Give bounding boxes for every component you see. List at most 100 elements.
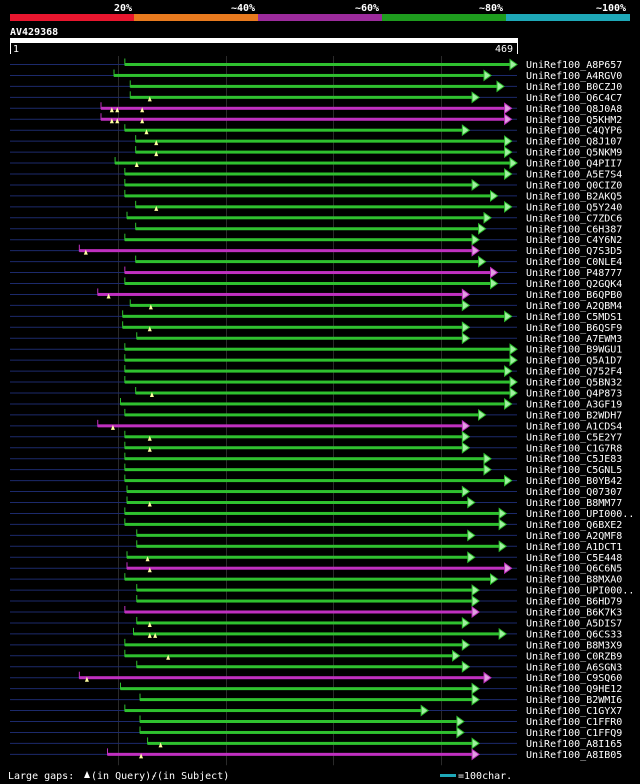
hit-row[interactable]: UniRef100_Q07307 xyxy=(10,485,622,499)
hit-label[interactable]: UniRef100_A5DIS7 xyxy=(526,618,622,629)
hit-row[interactable]: UniRef100_B2AKQ5 xyxy=(10,189,622,203)
hit-label[interactable]: UniRef100_C5E2Y7 xyxy=(526,432,622,443)
hit-row[interactable]: UniRef100_C5E2Y7 xyxy=(10,430,622,444)
hit-row[interactable]: UniRef100_B6QPB0 xyxy=(10,288,622,301)
hit-row[interactable]: UniRef100_B8MM77 xyxy=(10,496,622,510)
hit-label[interactable]: UniRef100_C5E448 xyxy=(526,553,622,564)
hit-label[interactable]: UniRef100_A1CDS4 xyxy=(526,421,622,432)
hit-label[interactable]: UniRef100_B2WMI6 xyxy=(526,695,622,706)
hit-row[interactable]: UniRef100_UPI000.. xyxy=(10,584,634,597)
hit-label[interactable]: UniRef100_B8M3X9 xyxy=(526,640,622,651)
hit-label[interactable]: UniRef100_C1GYX7 xyxy=(526,706,622,717)
hit-row[interactable]: UniRef100_A1CDS4 xyxy=(10,419,622,433)
hit-label[interactable]: UniRef100_B2WDH7 xyxy=(526,410,622,421)
hit-label[interactable]: UniRef100_C5GNL5 xyxy=(526,465,622,476)
hit-label[interactable]: UniRef100_Q6CS33 xyxy=(526,629,622,640)
hit-row[interactable]: UniRef100_B2WMI6 xyxy=(10,693,622,707)
hit-label[interactable]: UniRef100_B2AKQ5 xyxy=(526,191,622,202)
hit-row[interactable]: UniRef100_Q0CIZ0 xyxy=(10,178,622,192)
hit-label[interactable]: UniRef100_C6H387 xyxy=(526,224,622,235)
hit-row[interactable]: UniRef100_C1G7R8 xyxy=(10,441,622,455)
hit-row[interactable]: UniRef100_C4QYP6 xyxy=(10,124,622,137)
hit-label[interactable]: UniRef100_A3GF19 xyxy=(526,399,622,410)
hit-row[interactable]: UniRef100_A6SGN3 xyxy=(10,660,622,674)
hit-row[interactable]: UniRef100_Q6CS33 xyxy=(10,627,622,641)
hit-label[interactable]: UniRef100_B8MM77 xyxy=(526,498,622,509)
hit-label[interactable]: UniRef100_A6SGN3 xyxy=(526,662,622,673)
hit-label[interactable]: UniRef100_B6QPB0 xyxy=(526,290,622,301)
hit-label[interactable]: UniRef100_C0NLE4 xyxy=(526,257,622,268)
hit-row[interactable]: UniRef100_C6H387 xyxy=(10,222,622,236)
hit-label[interactable]: UniRef100_Q6C6N5 xyxy=(526,564,622,575)
hit-label[interactable]: UniRef100_C0RZB9 xyxy=(526,651,622,662)
hit-label[interactable]: UniRef100_A8I165 xyxy=(526,739,622,750)
hit-row[interactable]: UniRef100_Q9HE12 xyxy=(10,682,622,696)
hit-label[interactable]: UniRef100_Q4PII7 xyxy=(526,159,622,170)
hit-label[interactable]: UniRef100_B6K7K3 xyxy=(526,608,622,619)
hit-row[interactable]: UniRef100_Q7S3D5 xyxy=(10,244,622,258)
hit-row[interactable]: UniRef100_C1FFQ9 xyxy=(10,726,622,739)
hit-row[interactable]: UniRef100_C7ZDC6 xyxy=(10,211,622,225)
hit-row[interactable]: UniRef100_B0YB42 xyxy=(10,474,622,488)
hit-row[interactable]: UniRef100_Q4P873 xyxy=(10,387,622,400)
hit-row[interactable]: UniRef100_Q8J0A8 xyxy=(10,102,622,115)
hit-row[interactable]: UniRef100_B6HD79 xyxy=(10,595,622,608)
hit-label[interactable]: UniRef100_B9WGU1 xyxy=(526,345,622,356)
hit-label[interactable]: UniRef100_B0CZJ0 xyxy=(526,82,622,93)
hit-row[interactable]: UniRef100_A3GF19 xyxy=(10,397,622,411)
hit-row[interactable]: UniRef100_Q5BN32 xyxy=(10,376,622,389)
hit-label[interactable]: UniRef100_UPI000.. xyxy=(526,586,634,597)
hit-label[interactable]: UniRef100_A8IB05 xyxy=(526,750,622,761)
hit-label[interactable]: UniRef100_P48777 xyxy=(526,268,622,279)
hit-label[interactable]: UniRef100_C7ZDC6 xyxy=(526,213,622,224)
hit-row[interactable]: UniRef100_A7EWM3 xyxy=(10,332,622,345)
hit-row[interactable]: UniRef100_C5GNL5 xyxy=(10,463,622,477)
hit-label[interactable]: UniRef100_B8MXA0 xyxy=(526,575,622,586)
hit-row[interactable]: UniRef100_C4Y6N2 xyxy=(10,233,622,247)
hit-row[interactable]: UniRef100_B8M3X9 xyxy=(10,638,622,652)
hit-label[interactable]: UniRef100_C5MDS1 xyxy=(526,312,622,323)
hit-label[interactable]: UniRef100_UPI000.. xyxy=(526,509,634,520)
hit-label[interactable]: UniRef100_A8P657 xyxy=(526,60,622,71)
hit-label[interactable]: UniRef100_Q5KHM2 xyxy=(526,115,622,126)
hit-label[interactable]: UniRef100_A7EWM3 xyxy=(526,334,622,345)
hit-row[interactable]: UniRef100_B0CZJ0 xyxy=(10,80,622,93)
hit-row[interactable]: UniRef100_B9WGU1 xyxy=(10,343,622,356)
hit-label[interactable]: UniRef100_A2QBM4 xyxy=(526,301,622,312)
hit-row[interactable]: UniRef100_A4RGV0 xyxy=(10,69,622,82)
hit-row[interactable]: UniRef100_A2QBM4 xyxy=(10,299,622,312)
hit-label[interactable]: UniRef100_Q5A1D7 xyxy=(526,356,622,367)
hit-row[interactable]: UniRef100_Q5NKM9 xyxy=(10,146,622,159)
hit-label[interactable]: UniRef100_Q5BN32 xyxy=(526,378,622,389)
hit-row[interactable]: UniRef100_A8IB05 xyxy=(10,748,622,761)
hit-label[interactable]: UniRef100_B0YB42 xyxy=(526,476,622,487)
hit-label[interactable]: UniRef100_A1DCT1 xyxy=(526,542,622,553)
hit-row[interactable]: UniRef100_A8I165 xyxy=(10,737,622,750)
hit-label[interactable]: UniRef100_Q0CIZ0 xyxy=(526,180,622,191)
hit-row[interactable]: UniRef100_C5E448 xyxy=(10,551,622,564)
hit-label[interactable]: UniRef100_Q8J107 xyxy=(526,137,622,148)
hit-row[interactable]: UniRef100_Q2GQK4 xyxy=(10,277,622,291)
hit-label[interactable]: UniRef100_A4RGV0 xyxy=(526,71,622,82)
hit-row[interactable]: UniRef100_Q8J107 xyxy=(10,135,622,148)
hit-row[interactable]: UniRef100_C1FFR0 xyxy=(10,715,622,729)
hit-label[interactable]: UniRef100_C4Y6N2 xyxy=(526,235,622,246)
hit-row[interactable]: UniRef100_A2QMF8 xyxy=(10,529,622,542)
hit-row[interactable]: UniRef100_Q4PII7 xyxy=(10,157,622,170)
hit-row[interactable]: UniRef100_B6QSF9 xyxy=(10,321,622,334)
hit-row[interactable]: UniRef100_C0NLE4 xyxy=(10,255,622,269)
hit-row[interactable]: UniRef100_C5MDS1 xyxy=(10,310,622,323)
hit-label[interactable]: UniRef100_C1FFR0 xyxy=(526,717,622,728)
hit-row[interactable]: UniRef100_Q5KHM2 xyxy=(10,113,622,126)
hit-row[interactable]: UniRef100_B6K7K3 xyxy=(10,606,622,619)
hit-row[interactable]: UniRef100_A5E7S4 xyxy=(10,168,622,181)
hit-label[interactable]: UniRef100_C4QYP6 xyxy=(526,126,622,137)
hit-label[interactable]: UniRef100_Q9HE12 xyxy=(526,684,622,695)
hit-row[interactable]: UniRef100_Q5Y240 xyxy=(10,200,622,214)
hit-label[interactable]: UniRef100_Q8J0A8 xyxy=(526,104,622,115)
hit-label[interactable]: UniRef100_Q6BXE2 xyxy=(526,520,622,531)
hit-label[interactable]: UniRef100_Q2GQK4 xyxy=(526,279,622,290)
hit-row[interactable]: UniRef100_Q752F4 xyxy=(10,365,622,378)
hit-label[interactable]: UniRef100_C9SQ60 xyxy=(526,673,622,684)
hit-row[interactable]: UniRef100_C0RZB9 xyxy=(10,649,622,663)
